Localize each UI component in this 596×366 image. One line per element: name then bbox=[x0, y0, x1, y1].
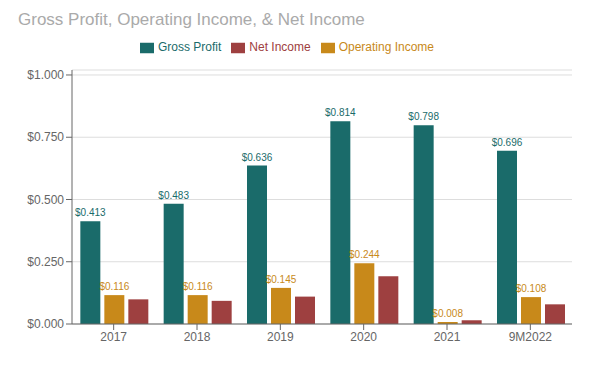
svg-text:$0.145: $0.145 bbox=[266, 274, 297, 285]
svg-text:$0.108: $0.108 bbox=[516, 283, 547, 294]
html-text:Operating Income: Operating Income bbox=[338, 40, 434, 54]
svg-text:2017: 2017 bbox=[100, 330, 127, 344]
html-text:Gross Profit: Gross Profit bbox=[157, 40, 222, 54]
svg-text:$0.244: $0.244 bbox=[349, 249, 380, 260]
svg-text:$0.483: $0.483 bbox=[158, 190, 189, 201]
svg-text:$1.000: $1.000 bbox=[27, 68, 64, 82]
svg-text:$0.500: $0.500 bbox=[27, 193, 64, 207]
svg-text:$0.636: $0.636 bbox=[242, 152, 273, 163]
svg-text:$0.000: $0.000 bbox=[27, 317, 64, 331]
svg-text:2019: 2019 bbox=[267, 330, 294, 344]
html-text:Net Income: Net Income bbox=[249, 40, 311, 54]
svg-text:$0.696: $0.696 bbox=[492, 137, 523, 148]
svg-text:$0.750: $0.750 bbox=[27, 130, 64, 144]
svg-text:$0.814: $0.814 bbox=[325, 107, 356, 118]
svg-text:2021: 2021 bbox=[434, 330, 461, 344]
svg-text:$0.413: $0.413 bbox=[75, 207, 106, 218]
html-text:Gross Profit, Operating Income: Gross Profit, Operating Income, & Net In… bbox=[18, 10, 365, 29]
svg-text:2020: 2020 bbox=[350, 330, 377, 344]
svg-text:2018: 2018 bbox=[184, 330, 211, 344]
svg-text:$0.250: $0.250 bbox=[27, 255, 64, 269]
svg-text:$0.116: $0.116 bbox=[183, 281, 213, 292]
svg-text:9M2022: 9M2022 bbox=[509, 330, 553, 344]
svg-text:$0.008: $0.008 bbox=[432, 308, 463, 319]
svg-text:$0.116: $0.116 bbox=[99, 281, 129, 292]
svg-text:$0.798: $0.798 bbox=[408, 111, 439, 122]
